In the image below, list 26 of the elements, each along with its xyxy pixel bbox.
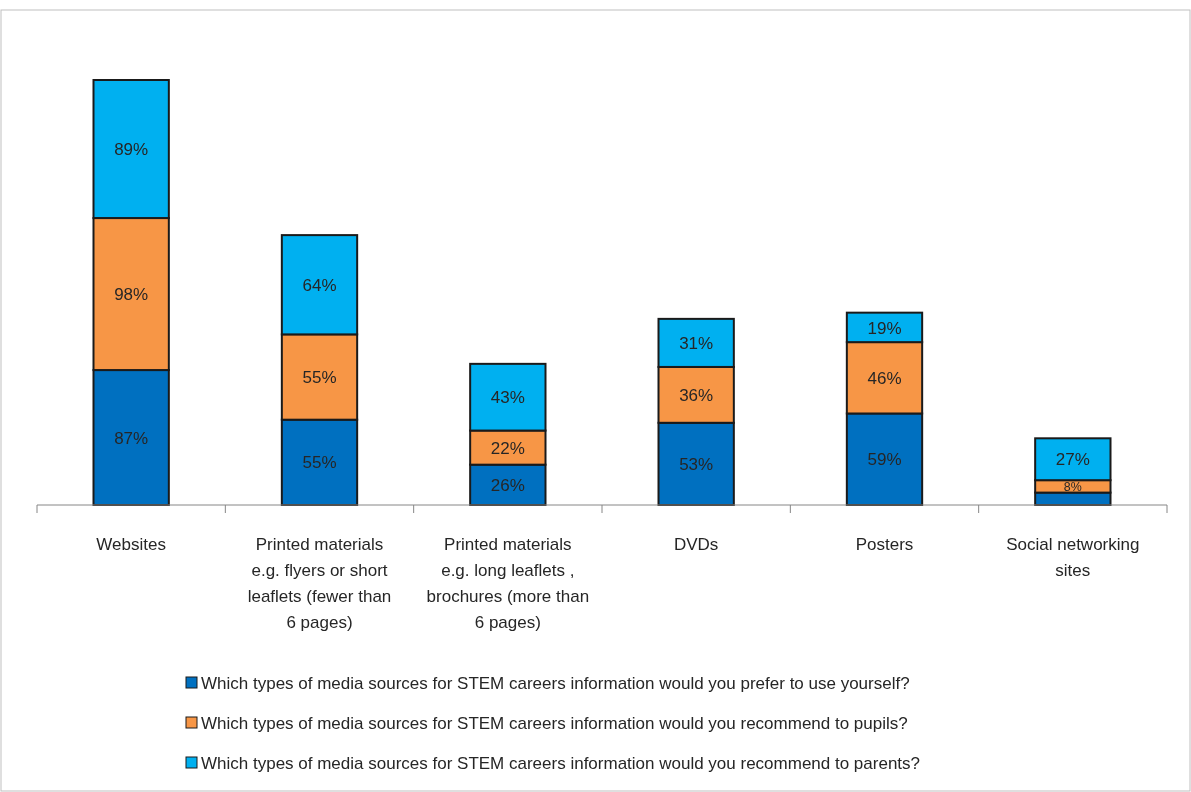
x-tick-label: Posters — [855, 535, 914, 554]
x-tick-label: Printed materials e.g. long leaflets , brochures (more than 6 pages) — [426, 535, 590, 632]
data-label: 27% — [1055, 450, 1090, 470]
data-label: 46% — [867, 368, 902, 388]
data-label: 31% — [679, 334, 714, 354]
data-label: 43% — [490, 388, 525, 408]
data-label: 59% — [867, 450, 902, 470]
x-tick-label: Websites — [96, 535, 166, 554]
data-label: 55% — [302, 368, 337, 388]
data-label: 22% — [490, 438, 525, 458]
data-label: 64% — [302, 275, 337, 295]
x-tick-label: Printed materials e.g. flyers or short leaflets (fewer than 6 pages) — [247, 535, 392, 632]
data-label: 53% — [679, 455, 714, 475]
data-label: 87% — [114, 428, 149, 448]
data-label: 98% — [114, 285, 149, 305]
data-label: 26% — [490, 475, 525, 495]
x-tick-label: Social networking sites — [1006, 535, 1140, 580]
data-label: 19% — [867, 318, 902, 338]
legend-label: Which types of media sources for STEM careers information would you recommend to pupils? — [201, 714, 908, 733]
legend-label: Which types of media sources for STEM careers information would you prefer to use yourself? — [201, 674, 910, 693]
data-label: 36% — [679, 385, 714, 405]
legend-label: Which types of media sources for STEM careers information would you recommend to parents? — [201, 754, 921, 773]
data-label: 55% — [302, 453, 337, 473]
data-label: 89% — [114, 140, 149, 160]
data-label: 8% — [1063, 479, 1082, 494]
x-tick-label: DVDs — [673, 535, 719, 554]
